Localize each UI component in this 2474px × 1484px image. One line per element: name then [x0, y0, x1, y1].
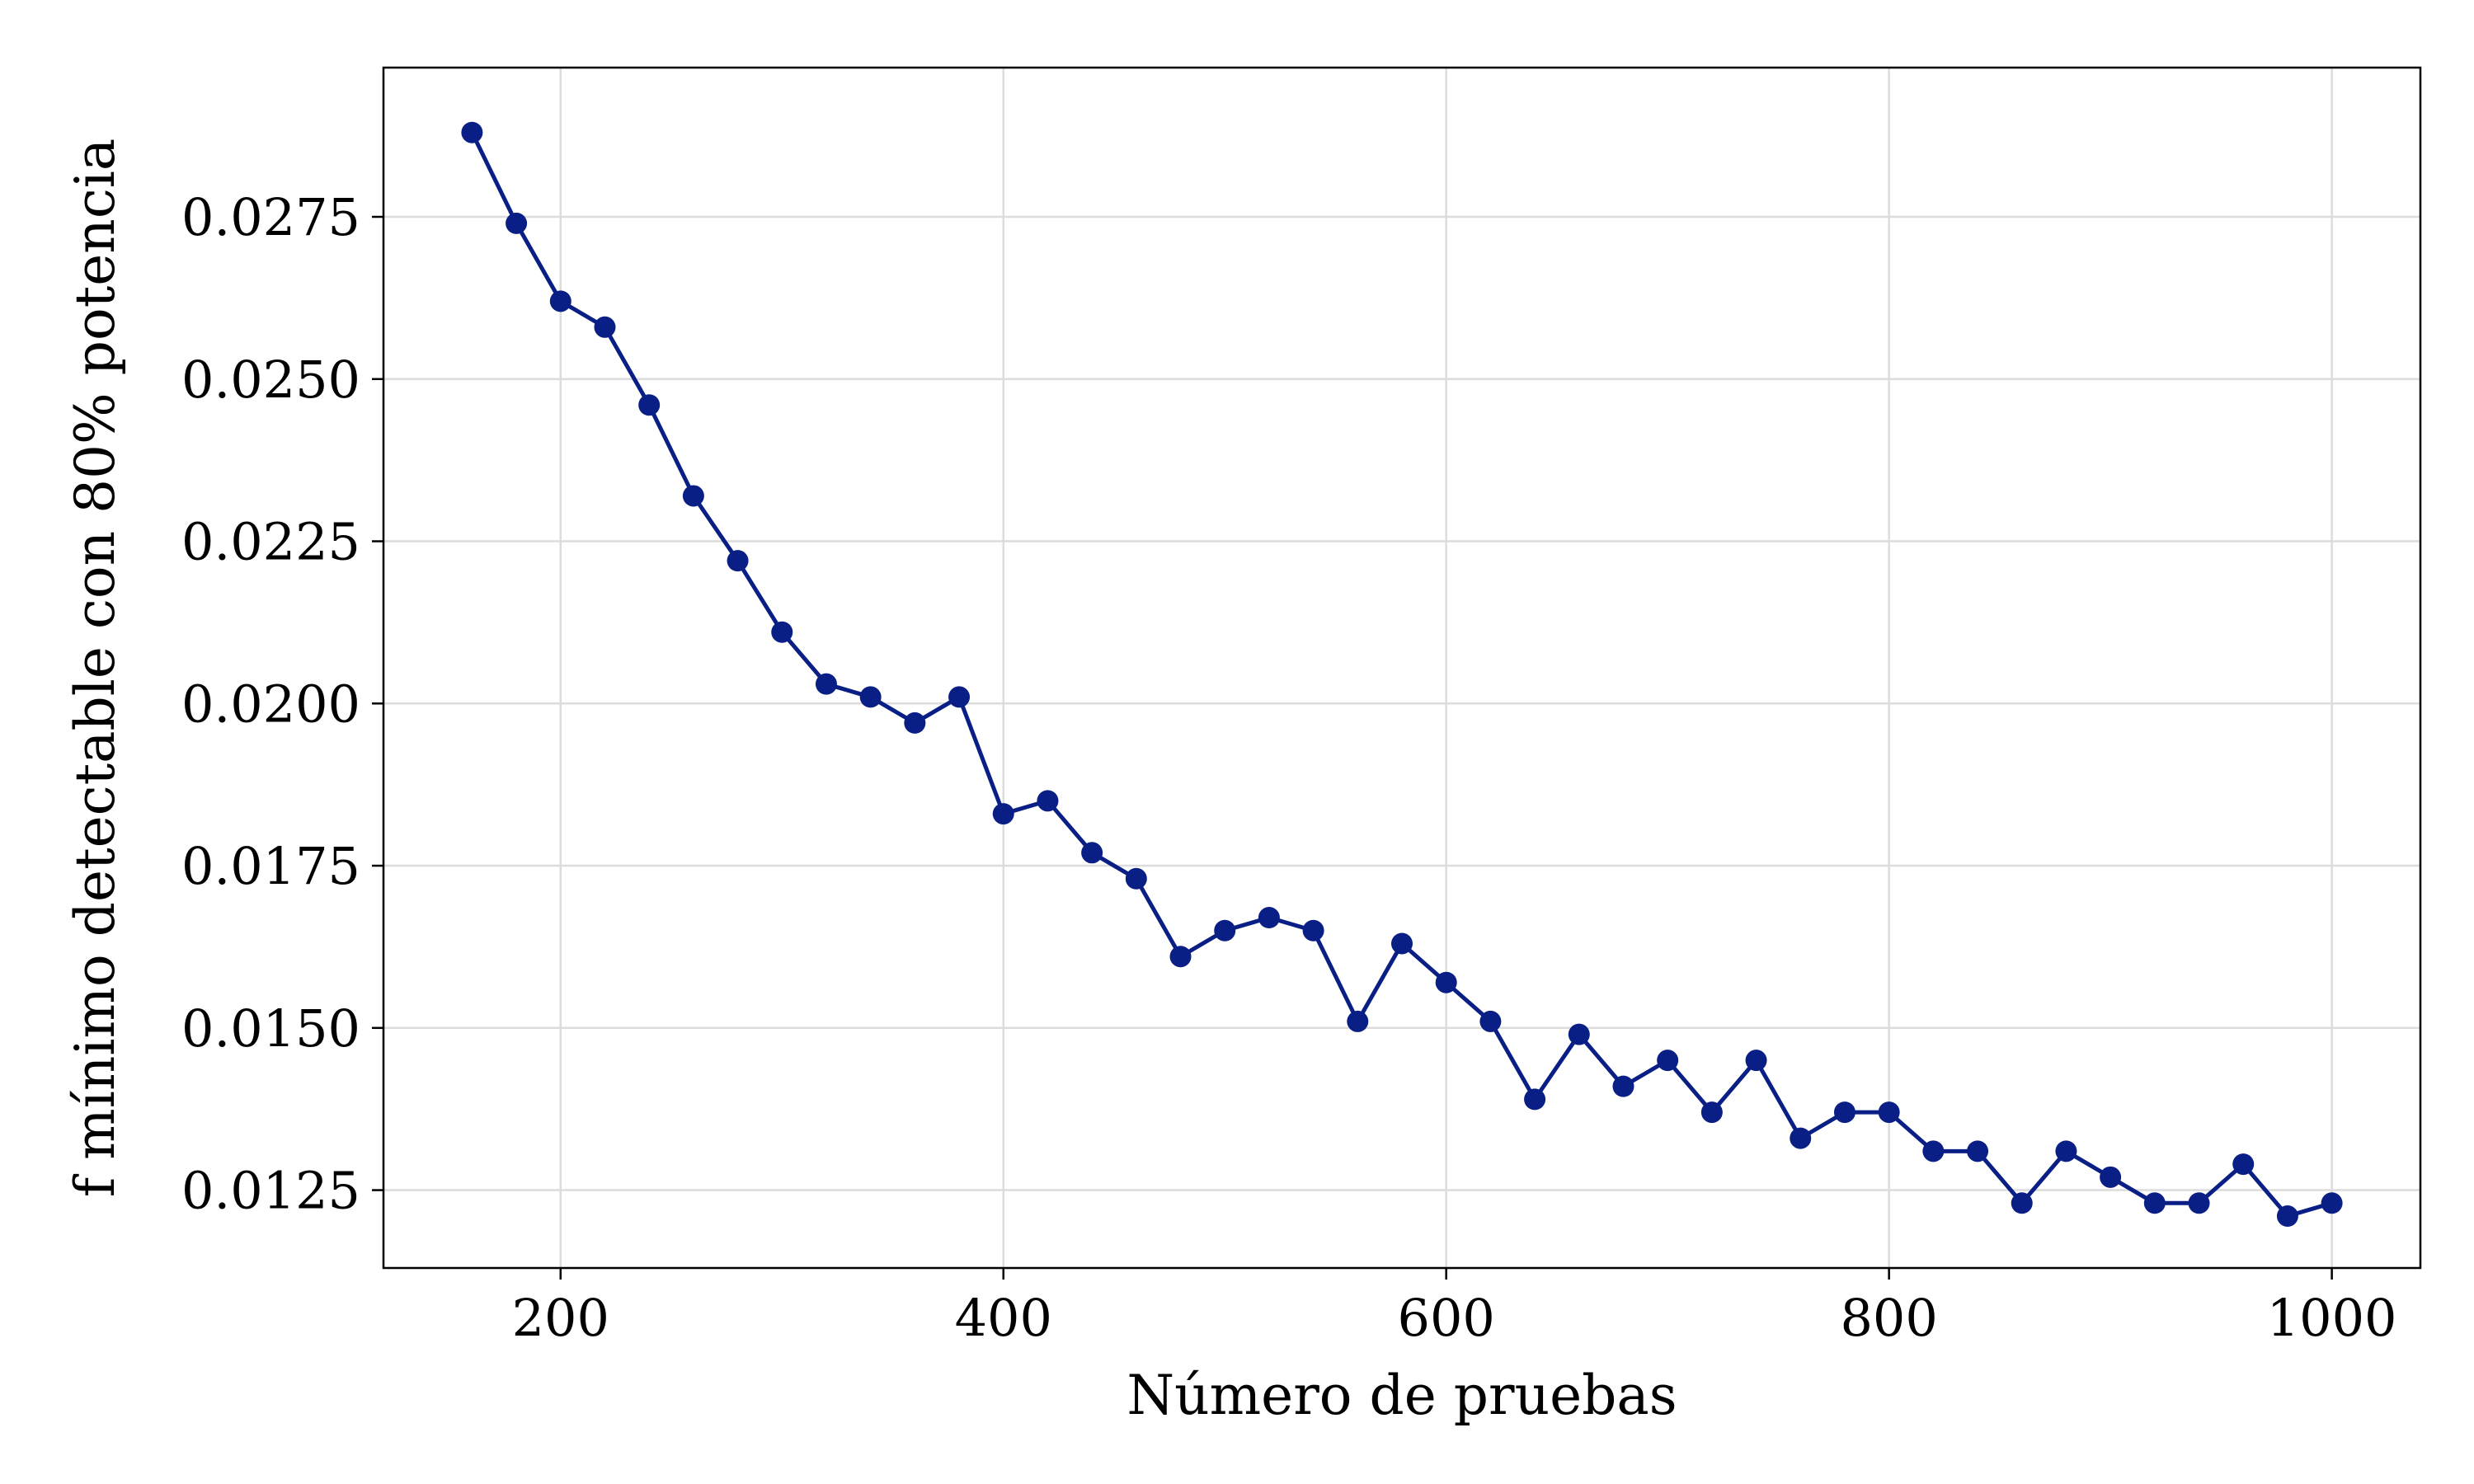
data-point — [1967, 1140, 1989, 1162]
data-point — [1435, 971, 1457, 993]
data-point — [992, 803, 1014, 825]
y-tick-label: 0.0225 — [181, 512, 360, 572]
data-point — [1612, 1075, 1634, 1097]
data-point — [549, 290, 571, 312]
data-point — [2276, 1205, 2298, 1228]
data-point — [2143, 1192, 2166, 1214]
data-point — [1922, 1140, 1945, 1162]
data-point — [771, 621, 793, 643]
data-point — [859, 686, 882, 708]
data-point — [1568, 1023, 1590, 1045]
x-tick-label: 200 — [512, 1288, 609, 1348]
data-point — [1745, 1050, 1767, 1072]
data-point — [638, 394, 661, 416]
data-point — [1657, 1050, 1679, 1072]
data-point — [1214, 919, 1236, 942]
data-point — [1125, 867, 1147, 890]
data-point — [904, 711, 926, 734]
grid — [383, 68, 2420, 1268]
y-tick-label: 0.0200 — [181, 674, 360, 734]
y-axis-label: f mínimo detectable con 80% potencia — [63, 139, 127, 1198]
data-point — [2011, 1192, 2033, 1214]
data-point — [1833, 1101, 1856, 1124]
y-tick-label: 0.0275 — [181, 187, 360, 247]
series-layer — [461, 121, 2343, 1228]
plot-frame — [382, 66, 2422, 1270]
data-point — [2055, 1140, 2077, 1162]
data-point — [2188, 1192, 2210, 1214]
data-point — [594, 316, 616, 338]
data-point — [682, 485, 704, 507]
x-tick-label: 600 — [1398, 1288, 1495, 1348]
data-point — [727, 550, 749, 572]
y-tick-label: 0.0125 — [181, 1161, 360, 1221]
data-point — [1037, 790, 1059, 812]
data-point — [1391, 932, 1413, 955]
data-point — [1081, 842, 1103, 864]
data-point — [1302, 919, 1324, 942]
data-point — [948, 686, 971, 708]
data-point — [1479, 1010, 1502, 1032]
data-point — [2232, 1153, 2255, 1176]
y-tick-label: 0.0150 — [181, 998, 360, 1059]
data-point — [461, 121, 483, 143]
data-point — [1790, 1127, 1812, 1149]
series-line — [470, 131, 2333, 1219]
data-point — [2321, 1192, 2343, 1214]
y-tick-label: 0.0175 — [181, 836, 360, 896]
data-point — [1878, 1101, 1900, 1124]
data-point — [506, 212, 528, 234]
x-tick-label: 800 — [1840, 1288, 1937, 1348]
data-point — [1169, 946, 1192, 968]
data-point — [2100, 1166, 2122, 1188]
data-point — [1347, 1010, 1369, 1032]
data-point — [1700, 1101, 1723, 1124]
data-point — [1524, 1088, 1546, 1111]
data-point — [1258, 907, 1280, 929]
y-tick-label: 0.0250 — [181, 350, 360, 410]
data-point — [815, 673, 837, 695]
ticks: 200 400 600 800 1000 0.0125 0.0150 0.0175 0.0200… — [181, 187, 2396, 1348]
x-axis-label: Número de pruebas — [1126, 1364, 1677, 1427]
x-tick-label: 400 — [955, 1288, 1052, 1348]
x-tick-label: 1000 — [2267, 1288, 2397, 1348]
